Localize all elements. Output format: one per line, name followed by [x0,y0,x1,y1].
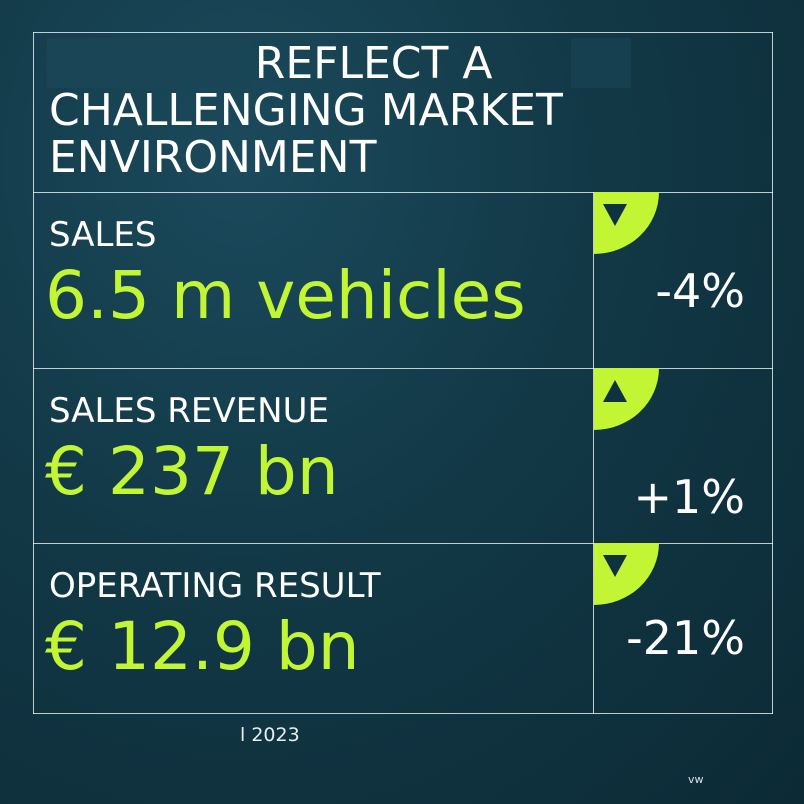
frame-left-border [33,32,34,714]
up-triangle-icon [594,368,659,430]
metric-operating-result: OPERATING RESULT € 12.9 bn [33,543,593,713]
headline-line-3: ENVIRONMENT [49,132,377,183]
change-value: -21% [626,611,745,665]
headline-obscured-area [47,38,252,88]
headline-line-2: CHALLENGING MARKET [49,85,563,136]
metric-label: OPERATING RESULT [49,566,381,606]
headline-obscured-area [571,38,631,88]
frame-bottom-border [33,713,773,714]
change-value: +1% [633,470,745,524]
down-triangle-icon [594,192,659,254]
row-divider [33,543,773,544]
change-sales-revenue: +1% [593,368,773,543]
frame-right-border [772,32,773,714]
column-divider [593,192,594,714]
change-value: -4% [655,264,745,318]
metric-label: SALES REVENUE [49,391,329,431]
metric-value: 6.5 m vehicles [45,257,526,334]
row-divider [33,192,773,193]
row-divider [33,368,773,369]
metric-value: € 12.9 bn [45,608,360,685]
footer-year: l 2023 [240,724,300,746]
watermark: vw [688,773,704,786]
metric-label: SALES [49,215,157,255]
frame-top-border [33,32,773,33]
change-sales: -4% [593,192,773,368]
results-panel: RESULTS REFLECT A CHALLENGING MARKET ENV… [33,32,773,714]
down-triangle-icon [594,543,659,605]
metric-sales: SALES 6.5 m vehicles [33,192,593,368]
metric-value: € 237 bn [45,433,339,510]
change-operating-result: -21% [593,543,773,713]
metric-sales-revenue: SALES REVENUE € 237 bn [33,368,593,543]
